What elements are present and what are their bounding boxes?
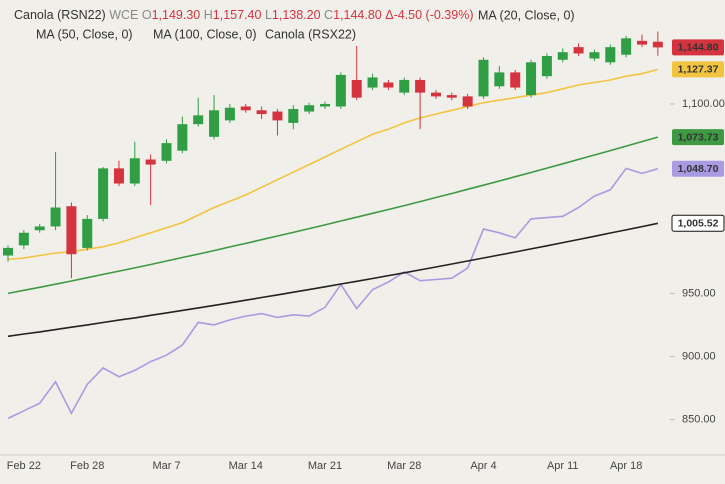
candle-body: [66, 206, 77, 255]
price-tag: [672, 129, 724, 146]
candle-body: [399, 79, 410, 93]
candle-body: [320, 103, 330, 107]
candle-body: [272, 111, 283, 121]
candle-body: [494, 72, 505, 87]
candle-body: [335, 74, 346, 107]
x-tick-label: Apr 18: [610, 460, 642, 472]
candle-body: [383, 82, 394, 88]
ohlc-key: L: [265, 8, 272, 22]
x-tick-label: Mar 7: [152, 460, 180, 472]
y-tick-label: 1,100.00: [682, 98, 725, 110]
candle-body: [367, 77, 378, 88]
candle-body: [415, 79, 426, 93]
exchange: WCE: [109, 8, 138, 22]
candle-body: [209, 110, 220, 137]
candle-body: [557, 52, 568, 60]
candle-body: [637, 40, 647, 45]
overlay-line: [7, 222, 659, 338]
candle-body: [573, 47, 584, 54]
candle-body: [589, 52, 600, 59]
candle-body: [113, 168, 124, 184]
candle-body: [462, 96, 473, 107]
x-tick-label: Mar 14: [229, 460, 263, 472]
candle-body: [98, 168, 109, 219]
candle-body: [526, 62, 537, 96]
candle-body: [478, 59, 489, 97]
candle-body: [82, 218, 93, 248]
ohlc-value: 1,138.20: [272, 8, 321, 22]
ohlc-value: 1,149.30: [152, 8, 201, 22]
price-tag-label: 1,005.52: [678, 218, 719, 230]
ohlc-key: C: [324, 8, 333, 22]
overlay-line: [7, 136, 659, 295]
candle-body: [50, 207, 61, 227]
candle-body: [145, 159, 156, 165]
price-tag-label: 1,048.70: [678, 163, 719, 175]
overlay-line: [7, 167, 659, 420]
candle-body: [161, 143, 172, 161]
chart-title: Canola (RSN22): [14, 8, 106, 22]
candle-body: [541, 55, 552, 77]
candle-body: [351, 79, 362, 98]
legend-entry: Canola (RSX22): [265, 27, 356, 41]
price-tag: [672, 61, 724, 78]
candle-body: [510, 72, 521, 88]
legend-entry: MA (20, Close, 0): [478, 8, 575, 22]
candle-body: [3, 247, 13, 256]
candle-body: [129, 158, 140, 184]
price-tag-label: 1,144.80: [678, 42, 719, 54]
y-tick-label: 900.00: [682, 350, 716, 362]
legend-entry: MA (50, Close, 0): [36, 27, 133, 41]
x-tick-label: Feb 22: [7, 460, 41, 472]
candle-body: [446, 95, 457, 98]
x-tick-label: Apr 4: [470, 460, 496, 472]
candle-body: [652, 41, 663, 48]
price-tag-label: 1,127.37: [678, 64, 719, 76]
change: Δ-4.50 (-0.39%): [385, 8, 473, 22]
legend-entry: MA (100, Close, 0): [153, 27, 257, 41]
price-tag: [672, 160, 724, 177]
x-tick-label: Apr 11: [547, 460, 579, 472]
ohlc-key: H: [204, 8, 213, 22]
candle-body: [240, 106, 251, 111]
x-tick-label: Feb 28: [70, 460, 104, 472]
price-tag: [671, 214, 725, 232]
ohlc-value: 1,157.40: [213, 8, 262, 22]
candle-body: [224, 107, 235, 121]
ohlc-value: 1,144.80: [333, 8, 382, 22]
candle-body: [605, 47, 616, 63]
header-line: Canola (RSN22) WCE O1,149.30 H1,157.40 L…: [14, 8, 473, 22]
candle-body: [18, 232, 29, 246]
candle-body: [430, 92, 441, 97]
candle-body: [288, 109, 299, 123]
y-tick-label: 850.00: [682, 414, 716, 426]
price-tag-label: 1,073.73: [678, 131, 719, 143]
candle-body: [304, 105, 315, 112]
ohlc-key: O: [142, 8, 152, 22]
y-tick-label: 950.00: [682, 287, 716, 299]
candle-body: [256, 110, 267, 115]
x-tick-label: Mar 21: [308, 460, 342, 472]
candle-body: [177, 124, 188, 151]
x-tick-label: Mar 28: [387, 460, 421, 472]
candle-body: [34, 226, 45, 231]
candle-body: [193, 115, 204, 125]
overlay-line: [7, 68, 659, 261]
price-tag: [672, 39, 724, 56]
candle-body: [621, 38, 632, 55]
